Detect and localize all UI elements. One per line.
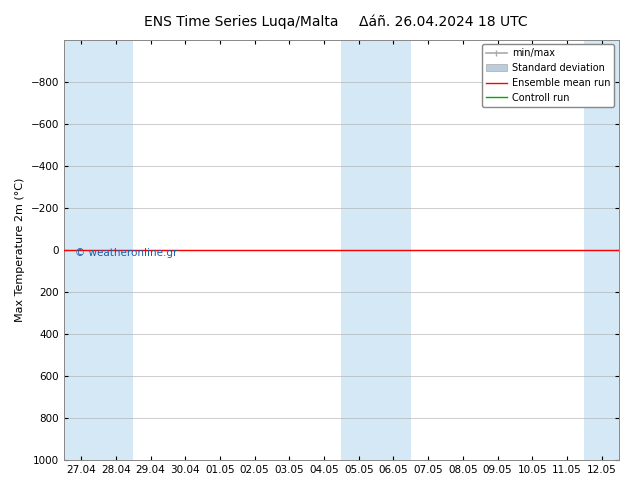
Y-axis label: Max Temperature 2m (°C): Max Temperature 2m (°C) xyxy=(15,178,25,322)
Text: Δáñ. 26.04.2024 18 UTC: Δáñ. 26.04.2024 18 UTC xyxy=(359,15,528,29)
Text: © weatheronline.gr: © weatheronline.gr xyxy=(75,248,178,258)
Bar xyxy=(64,40,98,460)
Text: ENS Time Series Luqa/Malta: ENS Time Series Luqa/Malta xyxy=(144,15,338,29)
Bar xyxy=(341,40,376,460)
Bar xyxy=(585,40,619,460)
Bar xyxy=(98,40,133,460)
Bar xyxy=(376,40,411,460)
Legend: min/max, Standard deviation, Ensemble mean run, Controll run: min/max, Standard deviation, Ensemble me… xyxy=(482,45,614,107)
